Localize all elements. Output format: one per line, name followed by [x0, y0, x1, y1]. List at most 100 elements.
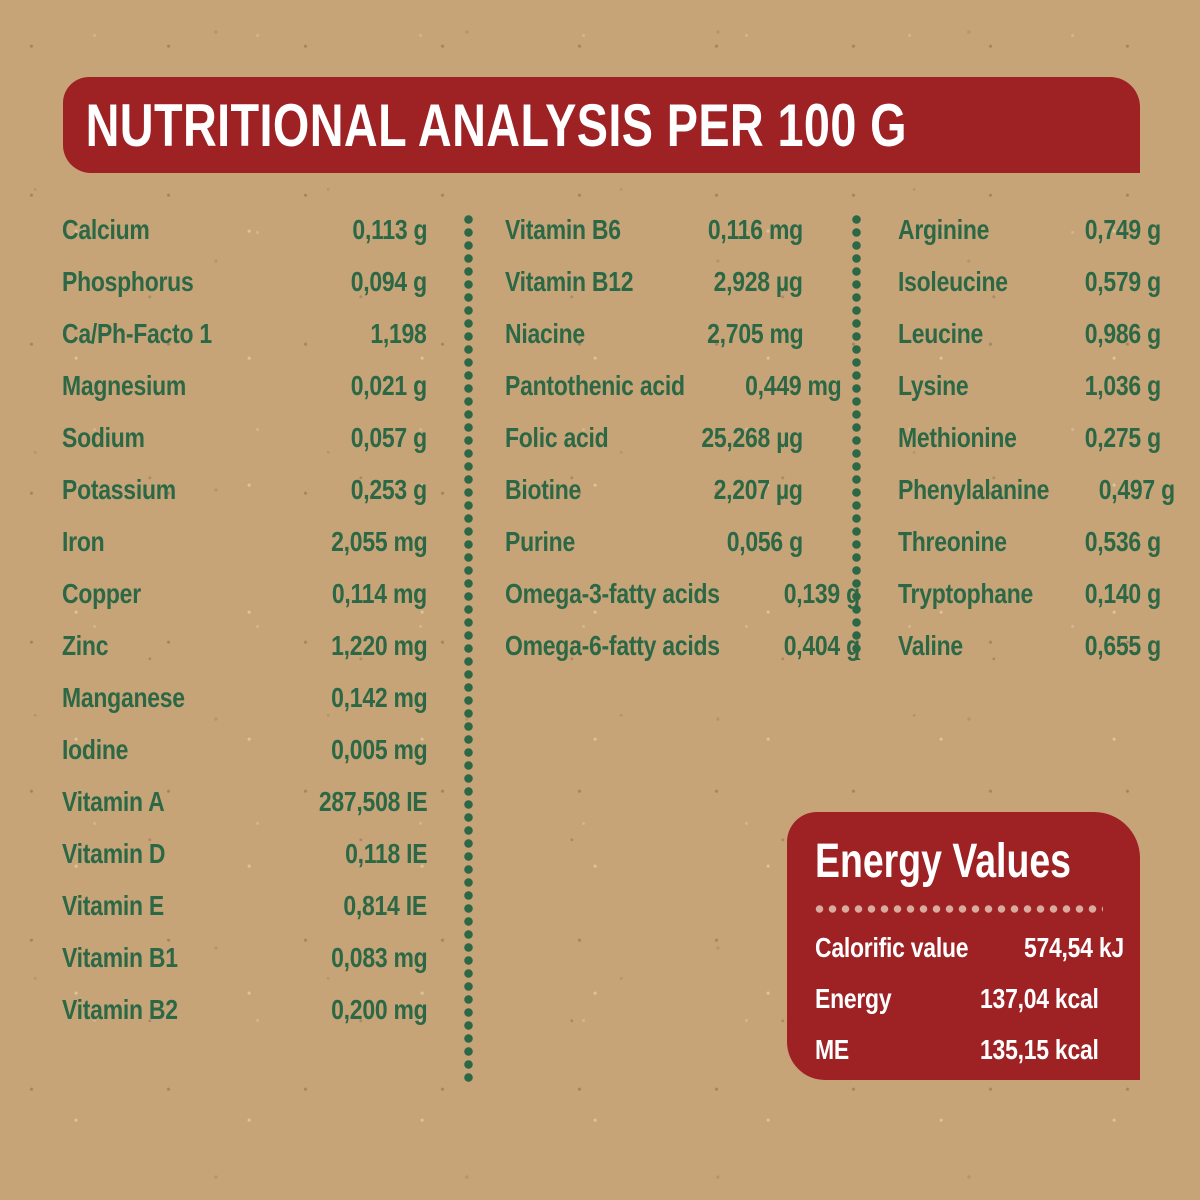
table-row: Magnesium 0,021 g — [62, 360, 427, 412]
table-row: Folic acid 25,268 µg — [505, 412, 803, 464]
nutrient-label: Biotine — [505, 474, 582, 505]
table-row: ME 135,15 kcal — [815, 1024, 1099, 1075]
nutrient-value: 0,094 g — [350, 266, 427, 297]
nutrient-value: 2,207 µg — [713, 474, 803, 505]
table-row: Vitamin B6 0,116 mg — [505, 204, 803, 256]
table-row: Vitamin B1 0,083 mg — [62, 932, 427, 984]
table-row: Vitamin B2 0,200 mg — [62, 984, 427, 1036]
nutrient-label: Vitamin D — [62, 838, 166, 869]
nutrient-value: 1,198 — [370, 318, 427, 349]
nutrient-column-vitamins-fatty-acids: Vitamin B6 0,116 mg Vitamin B12 2,928 µg… — [505, 204, 860, 672]
table-row: Vitamin B12 2,928 µg — [505, 256, 803, 308]
nutrient-value: 2,928 µg — [713, 266, 803, 297]
nutrient-value: 0,497 g — [1099, 474, 1176, 505]
table-row: Purine 0,056 g — [505, 516, 803, 568]
nutrient-label: Omega-6-fatty acids — [505, 630, 720, 661]
nutrient-label: Sodium — [62, 422, 145, 453]
nutrient-value: 287,508 IE — [318, 786, 427, 817]
nutrient-label: Ca/Ph-Facto 1 — [62, 318, 212, 349]
nutrient-label: Phosphorus — [62, 266, 194, 297]
nutrient-value: 0,139 g — [783, 578, 860, 609]
nutrient-label: Magnesium — [62, 370, 187, 401]
table-row: Vitamin E 0,814 IE — [62, 880, 427, 932]
table-row: Phosphorus 0,094 g — [62, 256, 427, 308]
table-row: Tryptophane 0,140 g — [898, 568, 1161, 620]
nutrient-value: 0,114 mg — [331, 578, 427, 609]
nutrient-value: 0,814 IE — [343, 890, 427, 921]
energy-values-rows: Calorific value 574,54 kJ Energy 137,04 … — [815, 922, 1124, 1075]
table-row: Zinc 1,220 mg — [62, 620, 427, 672]
table-row: Arginine 0,749 g — [898, 204, 1161, 256]
nutrient-label: Vitamin B2 — [62, 994, 178, 1025]
nutrient-label: Tryptophane — [898, 578, 1034, 609]
table-row: Vitamin D 0,118 IE — [62, 828, 427, 880]
table-row: Potassium 0,253 g — [62, 464, 427, 516]
nutrient-value: 0,253 g — [350, 474, 427, 505]
nutrient-label: Zinc — [62, 630, 109, 661]
nutrient-label: Phenylalanine — [898, 474, 1050, 505]
nutrient-label: Manganese — [62, 682, 185, 713]
dotted-column-separator-right — [852, 213, 861, 660]
nutrient-column-amino-acids: Arginine 0,749 g Isoleucine 0,579 g Leuc… — [898, 204, 1175, 672]
table-row: Vitamin A 287,508 IE — [62, 776, 427, 828]
nutrient-value: 0,404 g — [783, 630, 860, 661]
nutrient-value: 0,057 g — [350, 422, 427, 453]
table-row: Lysine 1,036 g — [898, 360, 1161, 412]
table-row: Calorific value 574,54 kJ — [815, 922, 1124, 973]
nutrient-value: 2,705 mg — [706, 318, 804, 349]
nutrient-value: 0,579 g — [1084, 266, 1161, 297]
table-row: Iron 2,055 mg — [62, 516, 427, 568]
nutrient-label: Calcium — [62, 214, 150, 245]
nutrient-label: Vitamin B1 — [62, 942, 178, 973]
energy-value: 135,15 kcal — [980, 1033, 1099, 1065]
table-row: Methionine 0,275 g — [898, 412, 1161, 464]
nutrient-label: Pantothenic acid — [505, 370, 685, 401]
energy-value: 574,54 kJ — [1023, 931, 1124, 963]
table-row: Leucine 0,986 g — [898, 308, 1161, 360]
nutrient-value: 0,449 mg — [745, 370, 842, 401]
nutrient-label: Vitamin A — [62, 786, 165, 817]
nutrient-label: Potassium — [62, 474, 176, 505]
table-row: Manganese 0,142 mg — [62, 672, 427, 724]
nutrient-value: 0,986 g — [1084, 318, 1161, 349]
nutrient-label: Vitamin E — [62, 890, 165, 921]
table-row: Threonine 0,536 g — [898, 516, 1161, 568]
nutrient-value: 1,220 mg — [330, 630, 428, 661]
table-row: Niacine 2,705 mg — [505, 308, 803, 360]
table-row: Phenylalanine 0,497 g — [898, 464, 1175, 516]
nutrient-label: Arginine — [898, 214, 990, 245]
table-row: Iodine 0,005 mg — [62, 724, 427, 776]
nutrient-label: Isoleucine — [898, 266, 1008, 297]
nutrient-label: Iron — [62, 526, 105, 557]
table-row: Omega-6-fatty acids 0,404 g — [505, 620, 860, 672]
nutrient-label: Niacine — [505, 318, 585, 349]
nutrient-value: 0,749 g — [1084, 214, 1161, 245]
nutrient-value: 0,655 g — [1084, 630, 1161, 661]
nutrient-value: 1,036 g — [1084, 370, 1161, 401]
dotted-divider — [813, 905, 1103, 913]
nutrient-label: Iodine — [62, 734, 129, 765]
nutrient-label: Threonine — [898, 526, 1007, 557]
energy-label: ME — [815, 1033, 849, 1065]
nutrient-label: Lysine — [898, 370, 969, 401]
page-title: NUTRITIONAL ANALYSIS PER 100 G — [85, 91, 907, 159]
nutrient-value: 0,113 g — [352, 214, 427, 245]
nutrient-label: Valine — [898, 630, 963, 661]
nutrient-label: Purine — [505, 526, 575, 557]
table-row: Valine 0,655 g — [898, 620, 1161, 672]
nutrient-value: 0,140 g — [1084, 578, 1161, 609]
nutrient-value: 0,536 g — [1084, 526, 1161, 557]
header-banner: NUTRITIONAL ANALYSIS PER 100 G — [63, 77, 1140, 173]
nutrient-value: 0,275 g — [1084, 422, 1161, 453]
nutrient-value: 0,200 mg — [330, 994, 428, 1025]
table-row: Sodium 0,057 g — [62, 412, 427, 464]
nutrient-label: Vitamin B12 — [505, 266, 634, 297]
energy-values-title: Energy Values — [815, 835, 1071, 888]
nutrient-label: Methionine — [898, 422, 1017, 453]
table-row: Omega-3-fatty acids 0,139 g — [505, 568, 860, 620]
nutrient-label: Leucine — [898, 318, 984, 349]
table-row: Isoleucine 0,579 g — [898, 256, 1161, 308]
table-row: Calcium 0,113 g — [62, 204, 427, 256]
table-row: Biotine 2,207 µg — [505, 464, 803, 516]
nutrient-value: 0,005 mg — [330, 734, 428, 765]
